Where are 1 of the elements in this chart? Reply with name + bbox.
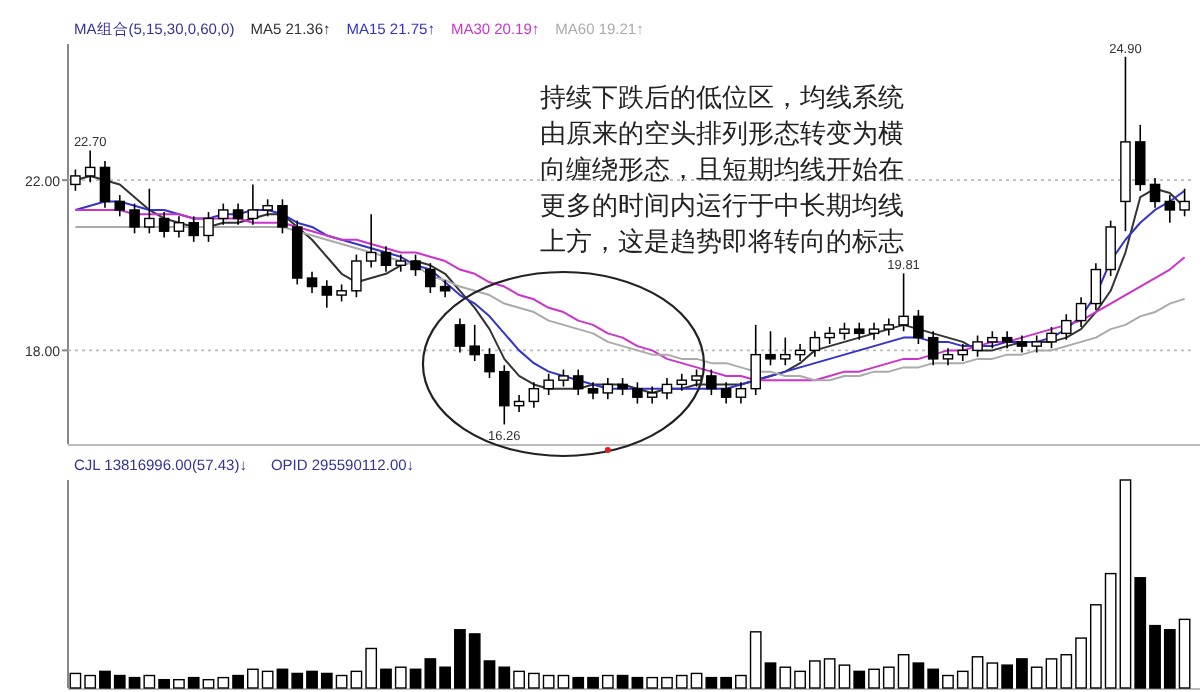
annotation: 持续下跌后的低位区，均线系统由原来的空头排列形态转变为横向缠绕形态，且短期均线开始在更多的时间内运行于中长期均线上方，这是趋势即将转向的标志 <box>540 80 906 260</box>
